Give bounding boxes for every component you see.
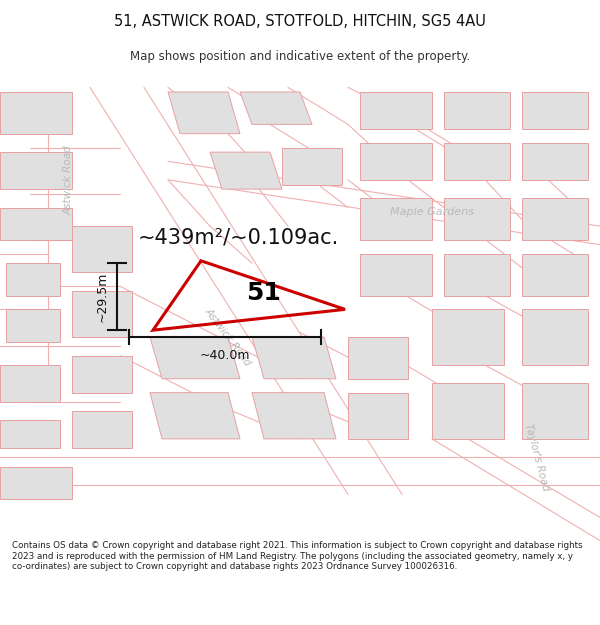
Polygon shape	[72, 356, 132, 392]
Text: 51: 51	[247, 281, 281, 305]
Polygon shape	[522, 254, 588, 296]
Polygon shape	[348, 392, 408, 439]
Polygon shape	[0, 152, 72, 189]
Polygon shape	[282, 148, 342, 184]
Text: 51, ASTWICK ROAD, STOTFOLD, HITCHIN, SG5 4AU: 51, ASTWICK ROAD, STOTFOLD, HITCHIN, SG5…	[114, 14, 486, 29]
Text: ~439m²/~0.109ac.: ~439m²/~0.109ac.	[138, 228, 339, 248]
Polygon shape	[522, 309, 588, 365]
Polygon shape	[168, 92, 240, 134]
Text: Maple Gardens: Maple Gardens	[390, 208, 474, 217]
Polygon shape	[432, 383, 504, 439]
Polygon shape	[360, 198, 432, 240]
Polygon shape	[522, 92, 588, 129]
Polygon shape	[240, 92, 312, 124]
Polygon shape	[0, 421, 60, 448]
Polygon shape	[150, 392, 240, 439]
Polygon shape	[348, 337, 408, 379]
Polygon shape	[0, 208, 72, 240]
Text: Map shows position and indicative extent of the property.: Map shows position and indicative extent…	[130, 50, 470, 62]
Polygon shape	[252, 392, 336, 439]
Polygon shape	[360, 254, 432, 296]
Polygon shape	[444, 198, 510, 240]
Polygon shape	[72, 411, 132, 448]
Polygon shape	[72, 291, 132, 337]
Polygon shape	[0, 467, 72, 499]
Polygon shape	[6, 263, 60, 296]
Polygon shape	[72, 226, 132, 272]
Polygon shape	[150, 337, 240, 379]
Polygon shape	[444, 254, 510, 296]
Polygon shape	[522, 198, 588, 240]
Text: Contains OS data © Crown copyright and database right 2021. This information is : Contains OS data © Crown copyright and d…	[12, 541, 583, 571]
Polygon shape	[444, 143, 510, 180]
Polygon shape	[360, 143, 432, 180]
Text: Astwick Road: Astwick Road	[64, 145, 74, 214]
Text: Taylor's Road: Taylor's Road	[523, 422, 551, 492]
Text: Astwick Road: Astwick Road	[203, 306, 253, 368]
Polygon shape	[444, 92, 510, 129]
Polygon shape	[360, 92, 432, 129]
Text: ~40.0m: ~40.0m	[200, 349, 250, 362]
Polygon shape	[0, 365, 60, 402]
Polygon shape	[522, 383, 588, 439]
Polygon shape	[252, 337, 336, 379]
Polygon shape	[6, 309, 60, 342]
Polygon shape	[522, 143, 588, 180]
Polygon shape	[0, 92, 72, 134]
Polygon shape	[432, 309, 504, 365]
Polygon shape	[210, 152, 282, 189]
Text: ~29.5m: ~29.5m	[95, 271, 109, 322]
